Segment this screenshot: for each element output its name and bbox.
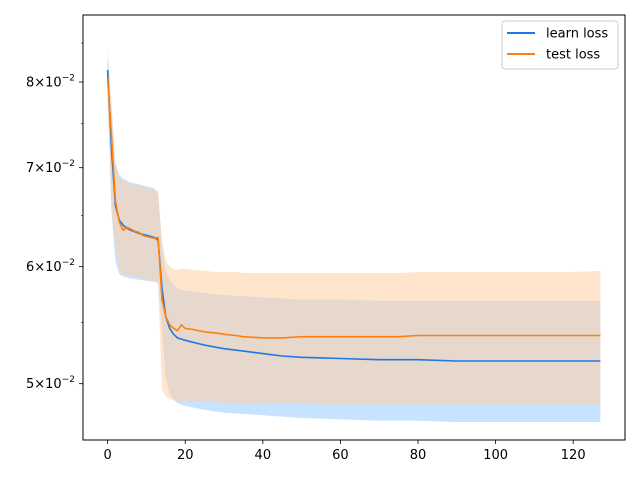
test-loss-band bbox=[107, 58, 601, 405]
x-axis-ticks: 0 20 40 60 80 100 120 bbox=[103, 440, 586, 463]
axes-frame bbox=[82, 14, 626, 441]
legend-label-test-loss: test loss bbox=[546, 48, 600, 63]
legend-label-learn-loss: learn loss bbox=[546, 27, 608, 42]
x-tick-label: 100 bbox=[483, 448, 508, 463]
x-tick-label: 20 bbox=[177, 448, 194, 463]
y-tick-label: 8×10−2 bbox=[26, 73, 75, 90]
y-tick-label: 7×10−2 bbox=[26, 159, 75, 176]
y-tick-label: 5×10−2 bbox=[26, 375, 75, 392]
legend: learn loss test loss bbox=[501, 20, 619, 70]
x-tick-label: 80 bbox=[410, 448, 427, 463]
confidence-bands bbox=[107, 49, 601, 422]
series-lines bbox=[106, 70, 601, 362]
y-axis-ticks: 5×10−2 6×10−2 7×10−2 8×10−2 bbox=[26, 42, 83, 392]
x-tick-label: 120 bbox=[561, 448, 586, 463]
test-loss-line bbox=[106, 77, 601, 339]
x-tick-label: 40 bbox=[255, 448, 272, 463]
x-tick-label: 60 bbox=[332, 448, 349, 463]
y-tick-label: 6×10−2 bbox=[26, 258, 75, 275]
x-tick-label: 0 bbox=[103, 448, 111, 463]
